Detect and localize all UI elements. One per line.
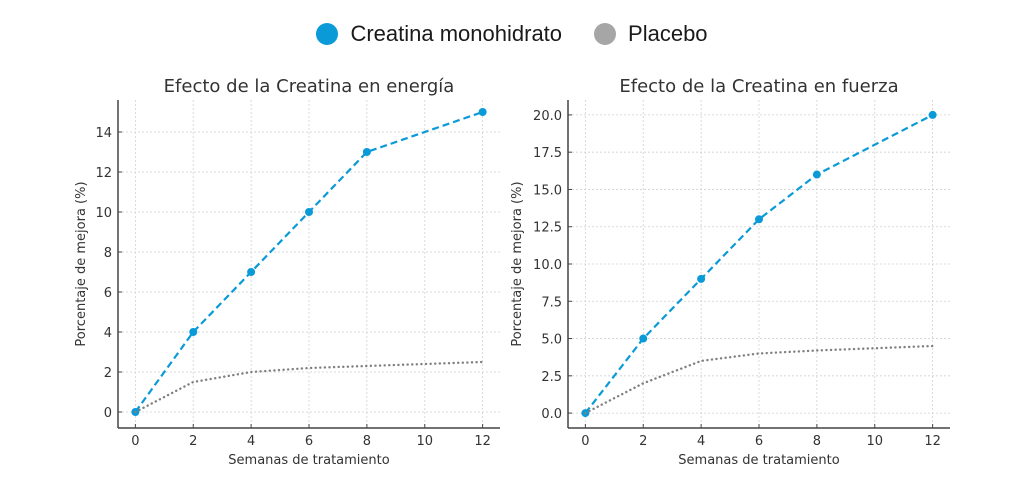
x-tick-label: 4 xyxy=(247,434,255,449)
y-axis-label: Porcentaje de mejora (%) xyxy=(74,181,89,346)
data-point-creatina xyxy=(639,334,648,343)
data-point-creatina xyxy=(247,268,256,276)
x-tick-label: 2 xyxy=(639,434,647,449)
x-tick-label: 6 xyxy=(755,434,763,449)
y-tick-label: 2.5 xyxy=(541,370,562,385)
x-tick-label: 6 xyxy=(305,434,313,449)
legend-label-placebo: Placebo xyxy=(628,21,708,46)
data-point-creatina xyxy=(755,215,763,224)
x-tick-label: 0 xyxy=(131,434,139,449)
series-line-creatina xyxy=(584,113,934,414)
y-tick-label: 12 xyxy=(95,166,112,181)
legend-item-placebo: Placebo xyxy=(594,21,708,47)
series-line-placebo xyxy=(134,360,484,414)
data-point-creatina xyxy=(928,110,937,119)
x-tick-label: 4 xyxy=(697,434,705,449)
x-tick-label: 12 xyxy=(924,434,941,449)
y-tick-label: 17.5 xyxy=(533,146,562,161)
x-tick-label: 0 xyxy=(581,434,589,449)
data-point-creatina xyxy=(305,208,313,216)
y-tick-label: 5.0 xyxy=(541,333,562,348)
chart-title: Efecto de la Creatina en fuerza xyxy=(619,76,898,97)
x-tick-label: 2 xyxy=(189,434,197,449)
data-point-creatina xyxy=(697,274,706,283)
x-tick-label: 12 xyxy=(474,434,491,449)
y-tick-label: 7.5 xyxy=(541,295,562,310)
legend-marker-creatina xyxy=(316,23,339,45)
series-line-creatina xyxy=(134,110,483,413)
data-point-creatina xyxy=(812,170,821,179)
chart-energy: 0 2 4 6 8 10 12 0 2 4 6 8 10 12 14 Efecto de la Creatin… xyxy=(74,76,500,468)
y-tick-label: 10 xyxy=(95,206,112,221)
y-tick-label: 2 xyxy=(104,366,112,381)
data-point-creatina xyxy=(478,108,487,116)
chart-legend: Creatina monohidrato Placebo xyxy=(0,16,1024,52)
x-tick-label: 10 xyxy=(866,434,883,449)
y-tick-label: 0.0 xyxy=(541,407,562,422)
chart-title: Efecto de la Creatina en energía xyxy=(164,76,455,97)
x-tick-label: 8 xyxy=(813,434,821,449)
y-tick-label: 4 xyxy=(104,326,112,341)
y-tick-label: 14 xyxy=(95,126,112,141)
y-tick-label: 12.5 xyxy=(533,221,562,236)
data-point-creatina xyxy=(362,148,371,156)
x-tick-label: 10 xyxy=(416,434,433,449)
y-tick-label: 15.0 xyxy=(533,183,562,198)
data-point-creatina xyxy=(189,328,198,336)
x-axis-label: Semanas de tratamiento xyxy=(228,453,389,468)
x-tick-label: 8 xyxy=(363,434,371,449)
series-line-placebo xyxy=(584,344,934,415)
legend-marker-placebo xyxy=(594,23,617,45)
x-axis-label: Semanas de tratamiento xyxy=(678,453,839,468)
y-tick-label: 10.0 xyxy=(533,258,562,273)
chart-strength: 0 2 4 6 8 10 12 0.0 2.5 5.0 7.5 10.0 12.5 15.0 17.5 20.… xyxy=(510,76,950,468)
legend-label-creatina: Creatina monohidrato xyxy=(350,21,563,46)
y-tick-label: 6 xyxy=(104,286,112,301)
legend-item-creatina: Creatina monohidrato xyxy=(316,21,562,47)
y-axis-label: Porcentaje de mejora (%) xyxy=(510,181,525,346)
y-tick-label: 8 xyxy=(104,246,112,261)
y-tick-label: 0 xyxy=(104,406,112,421)
y-tick-label: 20.0 xyxy=(533,109,562,124)
